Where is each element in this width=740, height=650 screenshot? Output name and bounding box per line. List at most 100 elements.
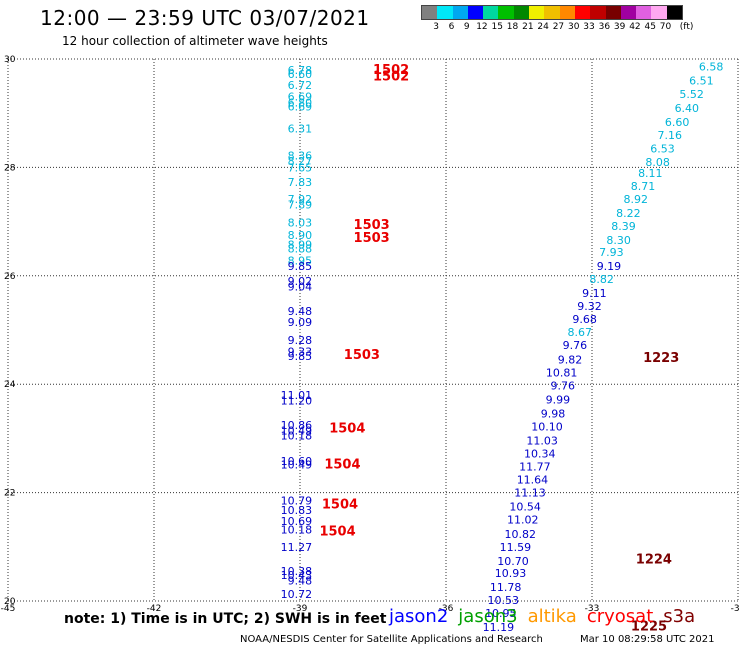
swh-value: 11.02 (507, 514, 539, 527)
swh-value: 11.78 (490, 581, 522, 594)
legend-label: 30 (568, 22, 580, 32)
swh-value: 11.20 (281, 394, 313, 407)
x-tick-label: -33 (585, 604, 600, 614)
swh-value: 10.79 (281, 495, 313, 508)
swh-value: 7.93 (599, 246, 624, 259)
legend-label: 36 (598, 22, 611, 32)
legend-label: 39 (613, 22, 626, 32)
satellite-label-s3a: s3a (663, 606, 696, 627)
swh-value: 9.68 (572, 313, 597, 326)
legend-swatch (452, 6, 468, 19)
swh-value: 11.27 (281, 541, 313, 554)
legend-swatch (467, 6, 484, 19)
swh-value: 6.80 (288, 96, 313, 109)
legend-label: 42 (629, 22, 641, 32)
swh-value: 9.04 (288, 281, 313, 294)
swh-value: 9.32 (577, 300, 602, 313)
legend-swatch (529, 6, 545, 19)
satellite-label-jason2: jason2 (389, 606, 449, 627)
swh-value: 10.53 (488, 594, 520, 607)
swh-value: 8.03 (288, 217, 313, 230)
legend-swatch (605, 6, 621, 19)
swh-value: 11.13 (514, 487, 546, 500)
legend-swatches (421, 5, 684, 20)
swh-value: 6.60 (288, 68, 313, 81)
swh-value: 10.10 (531, 420, 563, 433)
swh-value: 8.71 (631, 180, 656, 193)
swh-value: 8.90 (288, 229, 313, 242)
pass-time-label: 1503 (354, 231, 390, 246)
swh-value: 10.69 (281, 515, 313, 528)
swh-value: 10.60 (281, 455, 313, 468)
swh-value: 11.59 (500, 541, 532, 554)
swh-value: 9.82 (558, 353, 583, 366)
swh-value: 9.98 (541, 407, 566, 420)
swh-value: 7.89 (288, 198, 313, 211)
swh-value: 8.67 (568, 326, 593, 339)
satellite-label-jason3: jason3 (458, 606, 518, 627)
swh-value: 6.72 (288, 79, 313, 92)
swh-value: 9.33 (288, 346, 313, 359)
pass-time-label: 1223 (643, 351, 679, 366)
swh-value: 6.60 (665, 116, 690, 129)
legend-labels: 3 6 9 12 15 18 21 24 27 30 33 36 39 42 45 70 (ft) (421, 20, 693, 34)
swh-value: 10.83 (281, 504, 313, 517)
swh-value: 9.48 (288, 574, 313, 587)
legend-swatch (559, 6, 575, 19)
legend-swatch (513, 6, 530, 19)
x-tick-label: -42 (147, 604, 162, 614)
swh-value: 11.77 (519, 461, 551, 474)
legend-label: 27 (552, 22, 565, 32)
legend-swatch (483, 6, 499, 19)
swh-value: 10.49 (281, 458, 313, 471)
x-tick-label: -45 (1, 604, 16, 614)
swh-value: 8.08 (645, 156, 670, 169)
legend-label: 18 (506, 22, 519, 32)
pass-time-label: 1502 (373, 69, 409, 84)
swh-value: 10.81 (546, 366, 578, 379)
swh-value: 8.11 (638, 167, 663, 180)
swh-value: 8.88 (288, 243, 313, 256)
swh-value: 10.18 (281, 430, 313, 443)
swh-value: 9.28 (288, 334, 313, 347)
swh-value: 10.54 (509, 501, 541, 514)
swh-value: 7.92 (288, 193, 313, 206)
y-tick-label: 30 (4, 55, 16, 65)
swh-value: 11.64 (517, 474, 549, 487)
swh-value: 8.95 (288, 255, 313, 268)
legend-label: 45 (644, 22, 656, 32)
swh-value: 10.34 (524, 448, 556, 461)
swh-value: 11.19 (483, 621, 515, 634)
legend-swatch (498, 6, 514, 19)
swh-value: 6.69 (288, 90, 313, 103)
pass-time-label: 1504 (324, 457, 360, 472)
swh-value: 7.65 (288, 161, 313, 174)
y-tick-label: 26 (4, 272, 16, 282)
pass-time-label: 1504 (322, 497, 358, 512)
map-title: 12:00 — 23:59 UTC 03/07/2021 (40, 6, 370, 30)
swh-value: 10.70 (497, 555, 529, 568)
y-tick-label: 28 (4, 163, 16, 173)
legend-swatch (544, 6, 560, 19)
legend-label: 24 (537, 22, 549, 32)
legend-swatch (574, 6, 591, 19)
footer-note: note: 1) Time is in UTC; 2) SWH is in fe… (64, 611, 387, 627)
swh-value: 9.02 (288, 275, 313, 288)
y-tick-label: 24 (4, 380, 16, 390)
swh-value: 8.36 (288, 149, 313, 162)
swh-value: 6.51 (689, 75, 714, 88)
satellite-label-altika: altika (527, 606, 577, 627)
swh-value: 9.85 (288, 350, 313, 363)
swh-value: 11.01 (281, 389, 313, 402)
swh-value: 9.85 (288, 260, 313, 273)
x-tick-label: -39 (293, 604, 308, 614)
swh-value: 5.52 (679, 88, 704, 101)
legend-swatch (651, 6, 667, 19)
swh-value: 10.95 (485, 607, 517, 620)
swh-value: 10.38 (281, 565, 313, 578)
axis-tick-labels: -45 -42 -39 -36 -33 -30 20 22 24 26 28 30 (1, 55, 740, 614)
x-tick-label: -36 (439, 604, 454, 614)
legend-label: 70 (659, 22, 672, 32)
credit-line: NOAA/NESDIS Center for Satellite Applica… (240, 634, 543, 645)
swh-value: 6.69 (288, 101, 313, 114)
